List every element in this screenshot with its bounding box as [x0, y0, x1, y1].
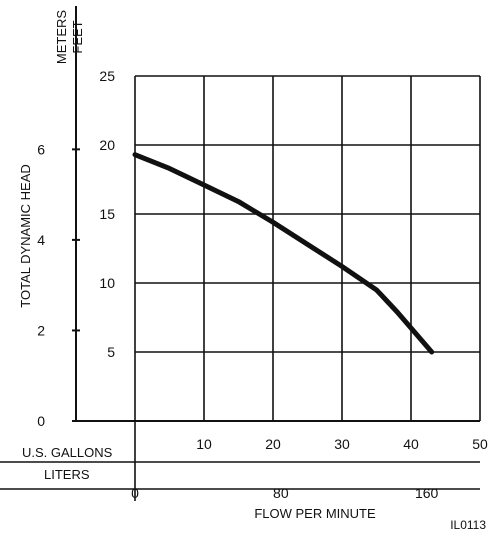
meter-tick-label-6: 6: [37, 141, 45, 157]
series-line-0: [132, 152, 435, 355]
tick-labels: 10 20 30 40 50 0 80 160 5 10 15 20 25 0 2 4 6: [37, 68, 488, 501]
axes: [0, 6, 480, 501]
feet-tick-label-20: 20: [99, 137, 115, 153]
liter-tick-label-160: 160: [415, 485, 439, 501]
grid-lines: [135, 75, 481, 421]
gallon-tick-label-10: 10: [196, 436, 212, 452]
gallon-tick-label-30: 30: [334, 436, 350, 452]
feet-tick-label-10: 10: [99, 275, 115, 291]
feet-unit-label: FEET: [70, 20, 85, 53]
feet-tick-label-15: 15: [99, 206, 115, 222]
meter-tick-label-2: 2: [37, 322, 45, 338]
head-flow-curve: [132, 152, 435, 355]
meters-unit-label: METERS: [54, 10, 69, 65]
liter-tick-label-0: 0: [131, 485, 139, 501]
gallons-unit-label: U.S. GALLONS: [22, 445, 113, 460]
y-axis-title: TOTAL DYNAMIC HEAD: [18, 164, 33, 308]
figure-code: IL0113: [450, 518, 486, 532]
gallon-tick-label-40: 40: [403, 436, 419, 452]
meter-tick-label-4: 4: [37, 232, 45, 248]
feet-tick-label-5: 5: [107, 344, 115, 360]
gallon-tick-label-50: 50: [472, 436, 488, 452]
liter-tick-label-80: 80: [273, 485, 289, 501]
x-axis-title: FLOW PER MINUTE: [254, 506, 376, 521]
meter-tick-label-0: 0: [37, 413, 45, 429]
feet-tick-label-25: 25: [99, 68, 115, 84]
gallon-tick-label-20: 20: [265, 436, 281, 452]
liters-unit-label: LITERS: [44, 467, 90, 482]
